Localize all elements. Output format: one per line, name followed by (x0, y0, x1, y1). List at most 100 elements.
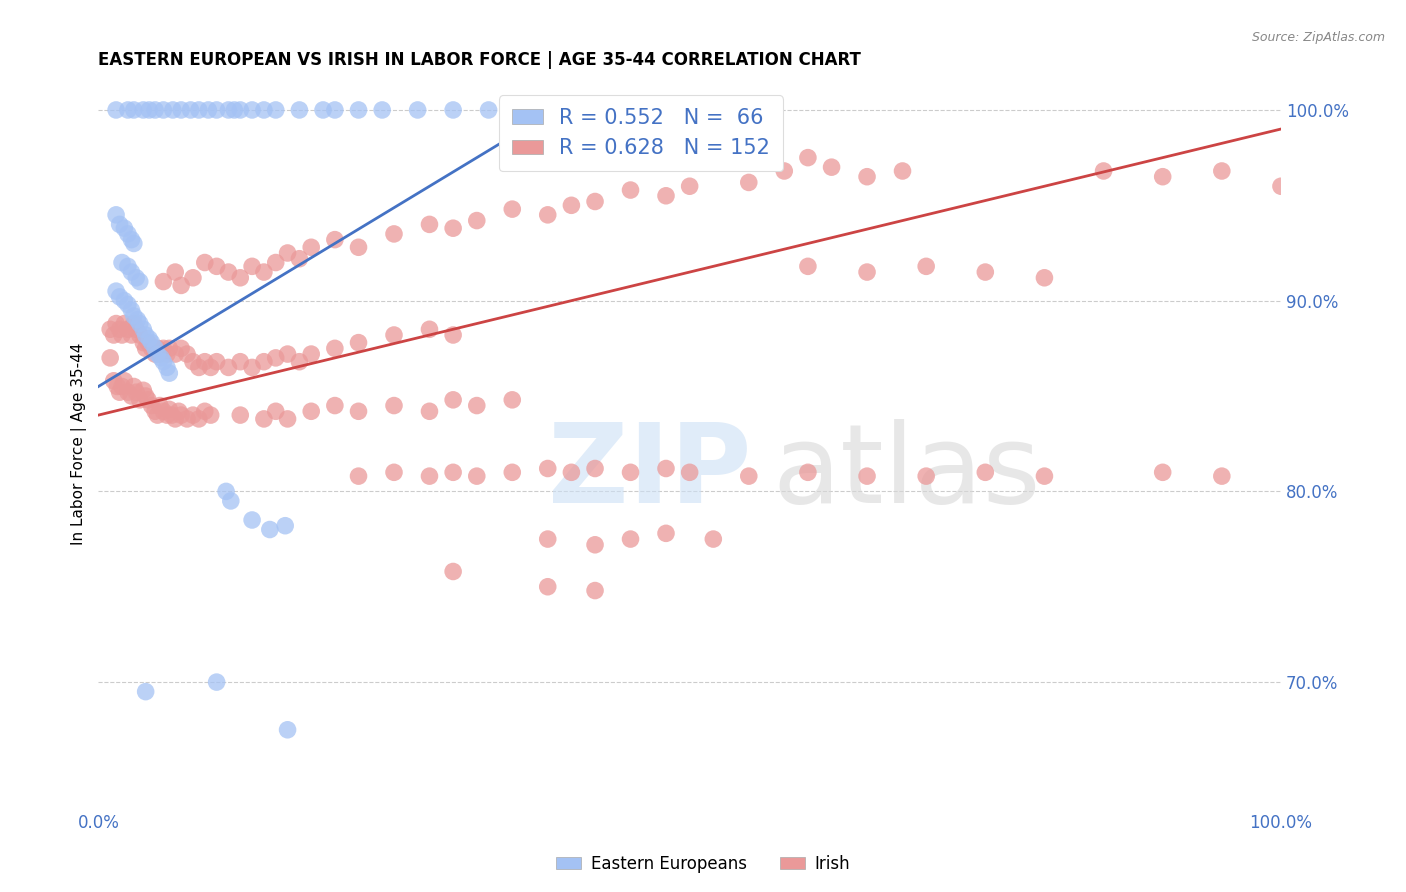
Point (1152, 466, 1174, 480)
Text: Source: ZipAtlas.com: Source: ZipAtlas.com (1251, 31, 1385, 45)
Point (205, 260, 228, 274)
Point (1211, 164, 1233, 178)
Point (583, 194, 606, 209)
Point (274, 518, 297, 533)
Point (132, 103, 155, 117)
Point (135, 684, 157, 698)
Point (121, 389, 143, 403)
Legend: R = 0.552   N =  66, R = 0.628   N = 152: R = 0.552 N = 66, R = 0.628 N = 152 (499, 95, 783, 170)
Point (253, 412, 276, 426)
Point (143, 347, 166, 361)
Point (108, 322, 131, 336)
Point (152, 354, 174, 368)
Point (299, 404, 322, 418)
Point (170, 408, 193, 422)
Point (465, 399, 488, 413)
Point (537, 532, 560, 546)
Point (132, 335, 155, 350)
Point (418, 322, 440, 336)
Point (112, 317, 135, 331)
Point (382, 466, 405, 480)
Point (229, 408, 252, 422)
Point (141, 342, 163, 356)
Point (856, 169, 879, 184)
Point (146, 342, 169, 356)
Point (128, 317, 150, 331)
Point (181, 354, 204, 368)
Point (382, 227, 405, 241)
Point (98, 351, 121, 365)
Point (105, 103, 128, 117)
Point (194, 255, 217, 269)
Point (406, 103, 429, 117)
Point (152, 275, 174, 289)
Point (347, 404, 370, 418)
Point (105, 284, 128, 298)
Point (152, 342, 174, 356)
Point (891, 164, 914, 178)
Point (121, 328, 143, 343)
Point (560, 466, 582, 480)
Point (152, 404, 174, 418)
Point (773, 164, 796, 178)
Point (441, 103, 464, 117)
Point (974, 466, 997, 480)
Point (111, 328, 134, 343)
Point (125, 322, 148, 336)
Point (229, 270, 252, 285)
Point (156, 408, 179, 422)
Point (277, 412, 299, 426)
Point (240, 260, 263, 274)
Point (441, 565, 464, 579)
Point (117, 385, 139, 400)
Point (112, 221, 135, 235)
Point (122, 317, 145, 331)
Point (112, 374, 135, 388)
Point (194, 354, 217, 368)
Point (117, 103, 139, 117)
Point (465, 469, 488, 483)
Point (205, 354, 228, 368)
Point (157, 366, 180, 380)
Point (187, 360, 209, 375)
Point (105, 379, 128, 393)
Point (501, 392, 523, 407)
Point (143, 342, 166, 356)
Point (418, 469, 440, 483)
Point (165, 265, 187, 279)
Point (277, 347, 299, 361)
Point (170, 342, 193, 356)
Point (219, 494, 242, 508)
Point (655, 461, 678, 475)
Point (371, 103, 394, 117)
Point (277, 246, 299, 260)
Point (138, 103, 160, 117)
Point (465, 213, 488, 227)
Point (347, 240, 370, 254)
Point (138, 332, 160, 346)
Point (105, 208, 128, 222)
Point (1092, 164, 1115, 178)
Point (165, 347, 187, 361)
Point (738, 469, 761, 483)
Point (382, 328, 405, 343)
Point (619, 532, 641, 546)
Point (974, 265, 997, 279)
Point (200, 360, 222, 375)
Point (181, 408, 204, 422)
Point (162, 103, 184, 117)
Point (418, 404, 440, 418)
Point (105, 317, 128, 331)
Text: EASTERN EUROPEAN VS IRISH IN LABOR FORCE | AGE 35-44 CORRELATION CHART: EASTERN EUROPEAN VS IRISH IN LABOR FORCE… (98, 51, 862, 69)
Point (560, 198, 582, 212)
Point (797, 466, 820, 480)
Point (180, 103, 202, 117)
Point (156, 360, 179, 375)
Point (264, 103, 287, 117)
Point (655, 188, 678, 202)
Point (501, 466, 523, 480)
Point (382, 399, 405, 413)
Point (122, 103, 145, 117)
Point (856, 469, 879, 483)
Point (240, 103, 263, 117)
